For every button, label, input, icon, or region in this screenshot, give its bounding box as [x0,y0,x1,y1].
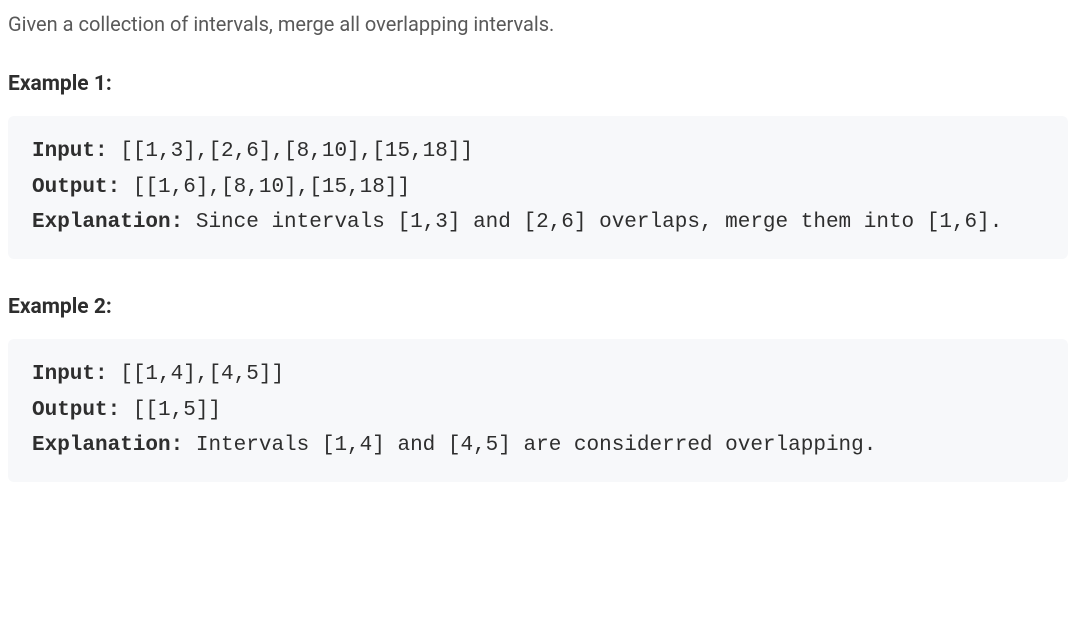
explanation-label: Explanation: [32,211,183,234]
input-value: [[1,4],[4,5]] [108,363,284,386]
input-label: Input: [32,363,108,386]
example-2-input-line: Input: [[1,4],[4,5]] [32,357,1044,393]
problem-statement: Given a collection of intervals, merge a… [8,8,1068,40]
example-2-output-line: Output: [[1,5]] [32,393,1044,429]
example-1-code-block: Input: [[1,3],[2,6],[8,10],[15,18]] Outp… [8,116,1068,259]
output-label: Output: [32,399,120,422]
example-2-explanation-line: Explanation: Intervals [1,4] and [4,5] a… [32,428,1044,464]
output-value: [[1,5]] [120,399,221,422]
example-1-explanation-line: Explanation: Since intervals [1,3] and [… [32,205,1044,241]
explanation-value: Intervals [1,4] and [4,5] are considerre… [183,434,876,457]
example-2-code-block: Input: [[1,4],[4,5]] Output: [[1,5]] Exp… [8,339,1068,482]
input-label: Input: [32,140,108,163]
example-2-heading: Example 2: [8,295,1068,319]
example-1-heading: Example 1: [8,72,1068,96]
output-label: Output: [32,176,120,199]
explanation-value: Since intervals [1,3] and [2,6] overlaps… [183,211,1002,234]
example-1-output-line: Output: [[1,6],[8,10],[15,18]] [32,170,1044,206]
explanation-label: Explanation: [32,434,183,457]
example-1-input-line: Input: [[1,3],[2,6],[8,10],[15,18]] [32,134,1044,170]
input-value: [[1,3],[2,6],[8,10],[15,18]] [108,140,473,163]
output-value: [[1,6],[8,10],[15,18]] [120,176,410,199]
